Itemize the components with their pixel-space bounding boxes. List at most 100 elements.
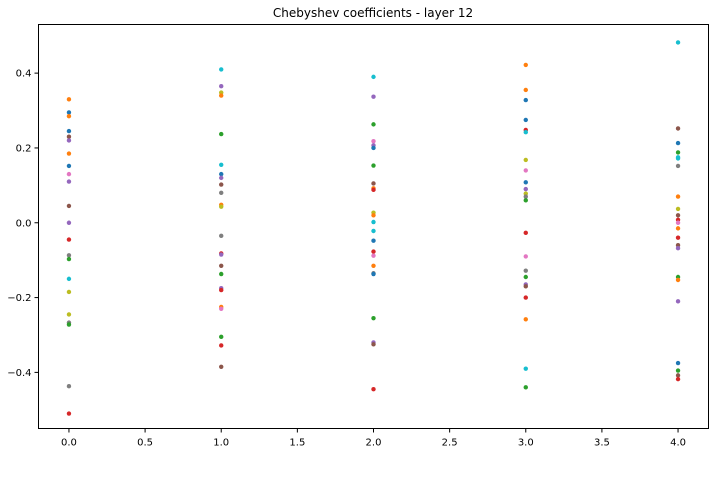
x-tick-label: 3.0	[518, 438, 534, 449]
data-point	[523, 180, 528, 185]
data-point	[371, 228, 376, 234]
data-point	[523, 230, 528, 236]
y-tick-label: 0.4	[16, 69, 32, 80]
data-point	[219, 204, 224, 209]
y-tick-label: 0.0	[16, 218, 32, 229]
data-point	[219, 287, 224, 293]
data-point	[66, 138, 72, 143]
data-point	[219, 263, 224, 268]
data-point	[523, 157, 528, 163]
data-point	[66, 171, 72, 177]
data-point	[675, 150, 681, 155]
data-point	[219, 252, 224, 257]
data-point	[675, 360, 681, 366]
data-point	[371, 271, 376, 277]
data-point	[66, 97, 72, 102]
data-point	[371, 187, 376, 193]
data-point	[66, 276, 72, 282]
data-point	[523, 268, 528, 273]
data-point	[675, 140, 681, 146]
data-point	[675, 376, 681, 382]
data-point	[219, 93, 224, 98]
data-point	[219, 131, 224, 137]
data-point	[371, 181, 376, 186]
data-point	[675, 206, 681, 212]
data-point	[371, 253, 376, 258]
data-point	[219, 364, 224, 369]
y-tick-label: −0.4	[7, 368, 31, 379]
data-point	[66, 253, 72, 258]
data-point	[66, 179, 72, 184]
data-point	[219, 233, 224, 239]
data-point	[523, 254, 528, 259]
data-point	[675, 194, 681, 199]
data-point	[675, 156, 681, 161]
data-point	[523, 168, 528, 173]
data-point	[675, 226, 681, 231]
data-point	[66, 322, 72, 327]
x-tick-label: 0.5	[137, 438, 153, 449]
data-point	[219, 190, 224, 196]
data-point	[675, 126, 681, 131]
data-point	[371, 122, 376, 127]
data-point	[523, 295, 528, 300]
x-tick-label: 1.0	[213, 438, 229, 449]
data-point	[66, 411, 72, 416]
data-point	[371, 139, 376, 144]
x-tick-label: 2.5	[442, 438, 458, 449]
plot-area: 0.0 0.5 1.0 1.5 2.0 2.5 3.0 3.5 4.0 −0.4−0.20.00…	[7, 24, 709, 449]
data-point	[371, 145, 376, 151]
x-tick-label: 0.0	[61, 438, 77, 449]
data-point	[219, 343, 224, 348]
data-point	[219, 271, 224, 277]
data-point	[675, 163, 681, 169]
data-point	[371, 315, 376, 321]
data-point	[66, 163, 72, 169]
x-tick-label: 3.5	[594, 438, 610, 449]
data-point	[66, 203, 72, 209]
data-point	[66, 237, 72, 242]
data-point	[66, 384, 72, 389]
x-tick-label: 2.0	[366, 438, 382, 449]
x-tick-label: 1.5	[289, 438, 305, 449]
data-point	[66, 113, 72, 119]
data-point	[66, 220, 72, 225]
data-point	[675, 40, 681, 45]
data-point	[219, 182, 224, 187]
chart-title: Chebyshev coefficients - layer 12	[273, 6, 473, 20]
data-point	[66, 312, 72, 317]
x-tick-label: 4.0	[670, 438, 686, 449]
data-point	[675, 368, 681, 373]
data-point	[523, 385, 528, 390]
data-point	[675, 235, 681, 240]
data-point	[66, 134, 72, 139]
data-point	[371, 387, 376, 392]
x-axis: 0.0 0.5 1.0 1.5 2.0 2.5 3.0 3.5 4.0	[61, 428, 686, 449]
data-point	[219, 306, 224, 311]
data-point	[675, 220, 681, 225]
data-point	[371, 219, 376, 225]
y-tick-label: 0.2	[16, 143, 32, 154]
data-point	[675, 373, 681, 378]
data-point	[371, 249, 376, 254]
data-point	[675, 299, 681, 304]
data-point	[523, 117, 528, 123]
data-point	[66, 151, 72, 156]
data-point	[66, 110, 72, 115]
data-point	[219, 67, 224, 72]
data-point	[675, 277, 681, 283]
data-point	[371, 342, 376, 347]
data-point	[219, 162, 224, 167]
data-point	[66, 289, 72, 295]
data-point	[371, 213, 376, 218]
y-tick-label: −0.2	[7, 293, 31, 304]
data-point	[523, 284, 528, 289]
data-point	[523, 274, 528, 280]
data-point	[523, 130, 528, 135]
data-point	[675, 245, 681, 251]
data-point	[523, 194, 528, 199]
y-axis: −0.4 −0.2 0.0 0.2 0.4	[7, 69, 39, 379]
data-point	[523, 62, 528, 68]
